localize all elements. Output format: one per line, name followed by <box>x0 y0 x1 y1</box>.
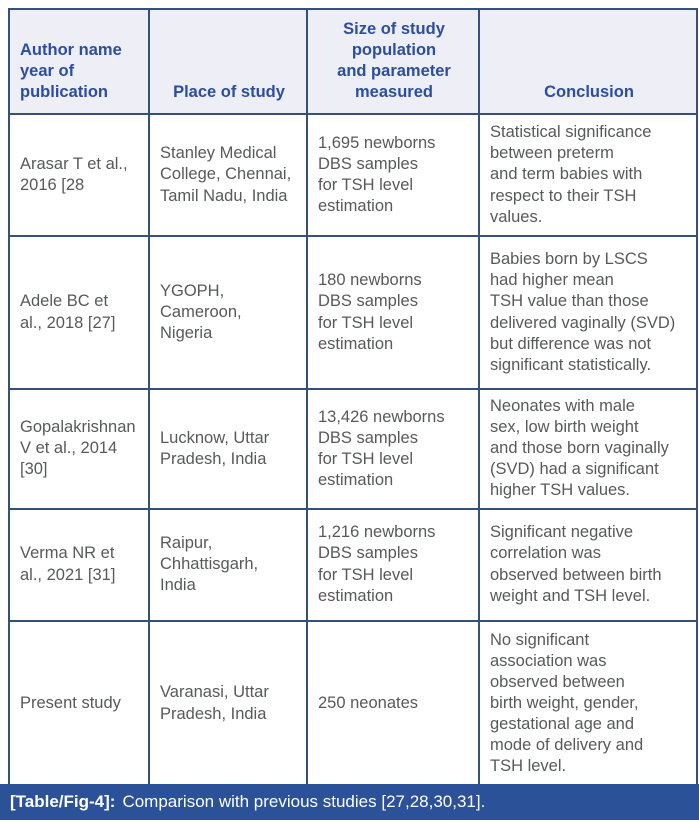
header-cell-author: Author name year of publication <box>8 8 150 115</box>
cell-author: Gopalakrishnan V et al., 2014 [30] <box>8 388 150 510</box>
cell-size: 250 neonates <box>306 619 480 788</box>
cell-size: 13,426 newborns DBS samples for TSH leve… <box>306 388 480 510</box>
cell-place: Varanasi, Uttar Pradesh, India <box>148 619 308 788</box>
header-cell-conclusion: Conclusion <box>478 8 698 115</box>
cell-size: 1,216 newborns DBS samples for TSH level… <box>306 507 480 622</box>
cell-conclusion: Babies born by LSCS had higher mean TSH … <box>478 235 698 390</box>
cell-place: Lucknow, Uttar Pradesh, India <box>148 388 308 510</box>
cell-author: Verma NR et al., 2021 [31] <box>8 507 150 622</box>
header-cell-place: Place of study <box>148 8 308 115</box>
cell-size: 180 newborns DBS samples for TSH level e… <box>306 235 480 390</box>
cell-place: Raipur, Chhattisgarh, India <box>148 507 308 622</box>
header-cell-size: Size of study population and parameter m… <box>306 8 480 115</box>
cell-place: YGOPH, Cameroon, Nigeria <box>148 235 308 390</box>
table-row: Adele BC et al., 2018 [27] YGOPH, Camero… <box>8 235 698 390</box>
cell-conclusion: Neonates with male sex, low birth weight… <box>478 388 698 510</box>
table-header-row: Author name year of publication Place of… <box>8 8 698 115</box>
cell-place: Stanley Medical College, Chennai, Tamil … <box>148 113 308 237</box>
table-row: Gopalakrishnan V et al., 2014 [30] Luckn… <box>8 388 698 510</box>
cell-conclusion: No significant association was observed … <box>478 619 698 788</box>
cell-size: 1,695 newborns DBS samples for TSH level… <box>306 113 480 237</box>
table-row: Arasar T et al., 2016 [28 Stanley Medica… <box>8 113 698 237</box>
cell-conclusion: Significant negative correlation was obs… <box>478 507 698 622</box>
cell-author: Arasar T et al., 2016 [28 <box>8 113 150 237</box>
cell-conclusion: Statistical significance between preterm… <box>478 113 698 237</box>
caption-text: Comparison with previous studies [27,28,… <box>122 792 486 811</box>
table-row: Present study Varanasi, Uttar Pradesh, I… <box>8 619 698 788</box>
comparison-table: Author name year of publication Place of… <box>8 8 698 788</box>
cell-author: Present study <box>8 619 150 788</box>
cell-author: Adele BC et al., 2018 [27] <box>8 235 150 390</box>
table-row: Verma NR et al., 2021 [31] Raipur, Chhat… <box>8 507 698 622</box>
caption-label: [Table/Fig-4]: <box>10 792 116 811</box>
table-caption: [Table/Fig-4]: Comparison with previous … <box>0 784 699 820</box>
